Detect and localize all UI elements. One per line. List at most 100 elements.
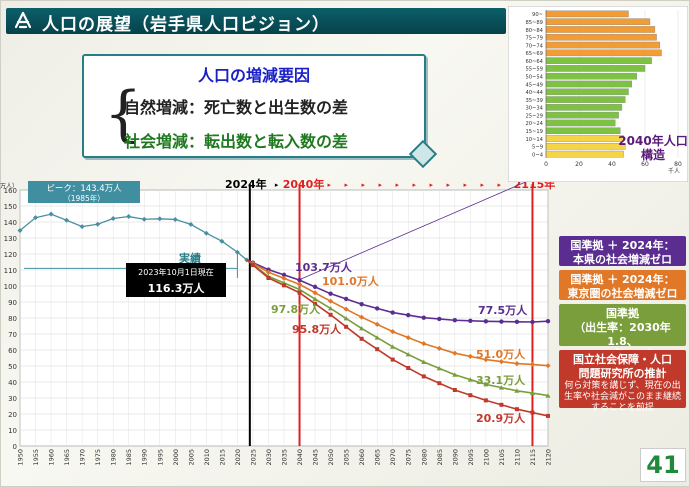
series-point-4	[530, 410, 535, 415]
series-point-2	[529, 361, 536, 367]
y-tick-label: 140	[4, 219, 17, 227]
series-point-1	[452, 318, 458, 323]
legend-line2: 問題研究所の推計	[578, 367, 667, 380]
y-tick-label: 20	[8, 411, 17, 419]
series-point-3	[359, 326, 365, 331]
pyramid-bar	[545, 10, 629, 18]
historical-point	[234, 249, 240, 255]
series-point-2	[421, 341, 427, 347]
x-tick-label: 1990	[141, 449, 149, 466]
series-point-4	[250, 263, 255, 268]
series-point-1	[390, 310, 395, 315]
y-tick-label: 10	[8, 427, 17, 435]
x-tick-label: 2000	[172, 449, 180, 466]
pyramid-age-label: 80~84	[525, 28, 543, 34]
series-point-4	[328, 312, 333, 317]
legend-item-1: 国準拠 ＋ 2024年： 本県の社会増減ゼロ	[559, 236, 686, 266]
callout-heading: 人口の増減要因	[197, 66, 310, 85]
legend-line2: 本県の社会増減ゼロ	[573, 253, 672, 266]
arrow-marker: ▸	[464, 181, 468, 189]
pyramid-bar	[545, 143, 626, 150]
x-tick-label: 2080	[420, 449, 428, 466]
pyramid-x-tick: 0	[544, 161, 548, 168]
series-point-2	[405, 335, 411, 341]
pyramid-bar	[545, 88, 629, 96]
x-tick-label: 2090	[451, 449, 459, 466]
y-tick-label: 40	[8, 379, 17, 387]
historical-point	[33, 215, 39, 221]
label-2024: 2024年	[225, 177, 267, 191]
series-point-1	[483, 319, 489, 324]
series-point-4	[344, 324, 349, 329]
pyramid-bar	[545, 135, 624, 142]
series-point-2	[312, 290, 318, 296]
pyramid-bar	[545, 80, 633, 88]
page-number: 41	[640, 448, 686, 482]
series-point-1	[406, 312, 411, 318]
legend-line1: 国準拠 ＋ 2024年：	[570, 239, 675, 252]
series-point-1	[468, 318, 473, 323]
title-bar: 人口の展望（岩手県人口ビジョン）	[6, 8, 506, 35]
historical-point	[64, 217, 70, 223]
series-point-3	[514, 388, 520, 393]
pyramid-bar	[545, 150, 624, 158]
historical-point	[203, 230, 209, 236]
series-point-2	[281, 275, 287, 281]
value-label-1010: 101.0万人	[322, 274, 380, 288]
y-axis-unit: （万人）	[0, 183, 18, 190]
value-label-209: 20.9万人	[476, 411, 526, 425]
y-tick-label: 100	[4, 283, 17, 291]
series-point-2	[359, 314, 365, 320]
pyramid-bar	[545, 18, 651, 25]
current-value: 116.3万人	[148, 281, 206, 295]
arrow-marker: ▸	[362, 181, 366, 189]
arrow-marker: ▸	[379, 181, 383, 189]
series-point-3	[390, 344, 396, 349]
x-tick-label: 1980	[110, 449, 118, 466]
x-tick-label: 1985	[125, 449, 133, 466]
series-point-2	[467, 353, 473, 359]
peak-box	[28, 181, 140, 203]
series-point-4	[546, 413, 550, 418]
value-label-510: 51.0万人	[476, 347, 526, 361]
y-tick-label: 50	[8, 363, 17, 371]
pyramid-age-label: 30~34	[525, 106, 543, 112]
y-tick-label: 60	[8, 347, 17, 355]
pyramid-x-tick: 20	[575, 161, 583, 168]
series-point-1	[514, 319, 520, 325]
series-point-4	[514, 407, 519, 412]
arrow-marker: ▸	[345, 181, 349, 189]
series-point-3	[452, 372, 458, 377]
x-tick-label: 1960	[48, 449, 56, 466]
series-point-2	[327, 298, 334, 304]
historical-point	[95, 221, 101, 227]
series-point-1	[530, 319, 535, 325]
series-point-2	[498, 359, 505, 365]
pyramid-bar	[545, 33, 657, 41]
y-tick-label: 90	[8, 299, 17, 307]
legend-line2: 東京圏の社会増減ゼロ	[567, 287, 678, 300]
pyramid-bar	[545, 57, 652, 64]
x-tick-label: 2045	[312, 449, 320, 466]
pyramid-bar	[545, 119, 616, 127]
series-point-3	[483, 382, 489, 387]
series-point-2	[545, 363, 551, 369]
pyramid-age-label: 55~59	[525, 67, 543, 73]
pyramid-age-label: 45~49	[525, 82, 543, 88]
x-tick-label: 2035	[281, 449, 289, 466]
x-tick-label: 1965	[63, 449, 71, 466]
series-point-4	[468, 393, 473, 398]
social-change-text: 社会増減：転出数と転入数の差	[124, 132, 349, 151]
pyramid-age-label: 25~29	[525, 113, 543, 119]
series-point-3	[421, 359, 427, 364]
series-point-2	[296, 281, 303, 287]
series-point-3	[327, 306, 334, 311]
y-tick-label: 150	[4, 203, 17, 211]
historical-point	[188, 221, 194, 227]
pyramid-bar	[545, 41, 661, 49]
pyramid-age-label: 60~64	[525, 59, 543, 65]
value-label-958: 95.8万人	[292, 322, 342, 336]
pyramid-bar	[545, 26, 656, 33]
factors-callout: 人口の増減要因 { 自然増減：死亡数と出生数の差 社会増減：転出数と転入数の差	[82, 54, 438, 169]
x-tick-label: 2015	[218, 449, 226, 466]
